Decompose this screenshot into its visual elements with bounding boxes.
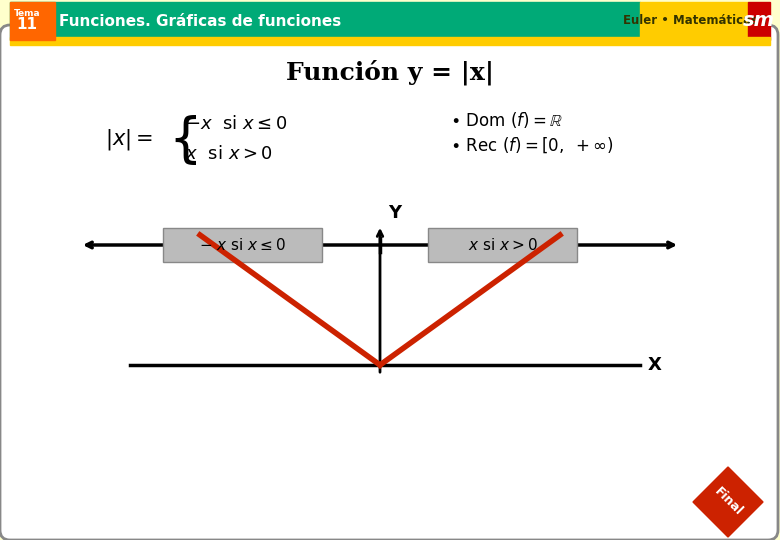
Text: $x\ \mathrm{si}\ x > 0$: $x\ \mathrm{si}\ x > 0$	[468, 237, 538, 253]
Text: Tema: Tema	[14, 9, 41, 18]
Text: Funciones. Gráficas de funciones: Funciones. Gráficas de funciones	[58, 14, 341, 29]
Text: Y: Y	[388, 204, 401, 222]
Text: $| x | =$: $| x | =$	[105, 127, 153, 152]
Text: $\bullet\ \mathrm{Dom}\ (f) = \mathbb{R}$: $\bullet\ \mathrm{Dom}\ (f) = \mathbb{R}…	[450, 110, 563, 130]
Bar	[640, 2, 748, 40]
Bar	[10, 2, 640, 40]
Text: Euler • Matemáticas I: Euler • Matemáticas I	[623, 15, 767, 28]
Text: sm: sm	[743, 11, 775, 30]
Bar	[10, 37, 770, 45]
Text: Final: Final	[711, 485, 745, 518]
Text: Función y = |x|: Función y = |x|	[286, 59, 494, 85]
Text: 11: 11	[16, 17, 37, 32]
FancyBboxPatch shape	[0, 25, 778, 540]
Text: X: X	[648, 356, 662, 374]
Text: $x\ \ \mathrm{si}\ x > 0$: $x\ \ \mathrm{si}\ x > 0$	[185, 145, 273, 163]
Bar	[10, 2, 55, 40]
Text: $-\ x\ \mathrm{si}\ x \leq 0$: $-\ x\ \mathrm{si}\ x \leq 0$	[200, 237, 286, 253]
FancyBboxPatch shape	[428, 228, 577, 262]
Text: $-x\ \ \mathrm{si}\ x \leq 0$: $-x\ \ \mathrm{si}\ x \leq 0$	[185, 115, 288, 133]
Text: $\bullet\ \mathrm{Rec}\ (f) = [0,\ +\infty)$: $\bullet\ \mathrm{Rec}\ (f) = [0,\ +\inf…	[450, 135, 614, 155]
Text: $\{$: $\{$	[168, 113, 197, 167]
Polygon shape	[693, 467, 763, 537]
Bar	[748, 2, 770, 40]
FancyBboxPatch shape	[163, 228, 322, 262]
